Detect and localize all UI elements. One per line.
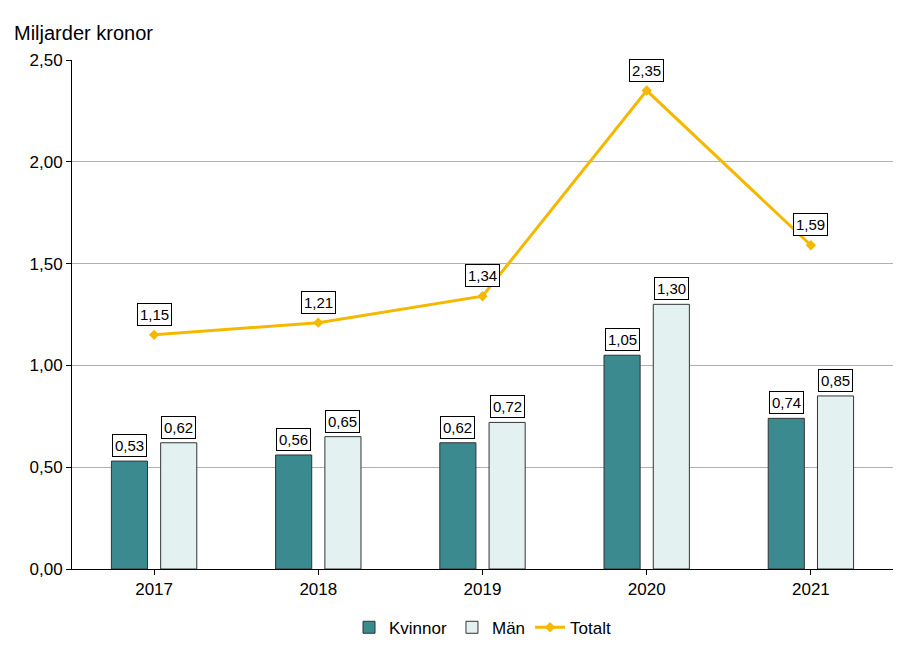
svg-text:1,59: 1,59 (796, 216, 825, 233)
svg-text:1,34: 1,34 (468, 267, 497, 284)
svg-text:0,65: 0,65 (328, 413, 357, 430)
svg-text:2018: 2018 (299, 580, 337, 599)
svg-text:2019: 2019 (464, 580, 502, 599)
svg-text:2,50: 2,50 (30, 51, 63, 70)
svg-text:0,50: 0,50 (30, 458, 63, 477)
svg-text:1,15: 1,15 (140, 306, 169, 323)
svg-text:2020: 2020 (628, 580, 666, 599)
svg-text:2,00: 2,00 (30, 153, 63, 172)
svg-text:0,00: 0,00 (30, 560, 63, 579)
svg-text:0,72: 0,72 (493, 398, 522, 415)
svg-text:2021: 2021 (792, 580, 830, 599)
svg-text:2017: 2017 (135, 580, 173, 599)
svg-text:Miljarder kronor: Miljarder kronor (14, 22, 153, 44)
svg-text:Totalt: Totalt (570, 619, 611, 638)
svg-text:2,35: 2,35 (632, 62, 661, 79)
svg-text:0,56: 0,56 (279, 431, 308, 448)
svg-text:1,30: 1,30 (657, 280, 686, 297)
svg-text:0,62: 0,62 (443, 419, 472, 436)
svg-text:Kvinnor: Kvinnor (389, 619, 447, 638)
svg-text:0,53: 0,53 (115, 437, 144, 454)
svg-text:1,21: 1,21 (304, 294, 333, 311)
svg-text:1,05: 1,05 (608, 331, 637, 348)
svg-text:Män: Män (492, 619, 525, 638)
svg-text:1,50: 1,50 (30, 255, 63, 274)
svg-text:0,62: 0,62 (164, 419, 193, 436)
svg-text:1,00: 1,00 (30, 356, 63, 375)
svg-text:0,74: 0,74 (772, 394, 801, 411)
svg-text:0,85: 0,85 (821, 372, 850, 389)
